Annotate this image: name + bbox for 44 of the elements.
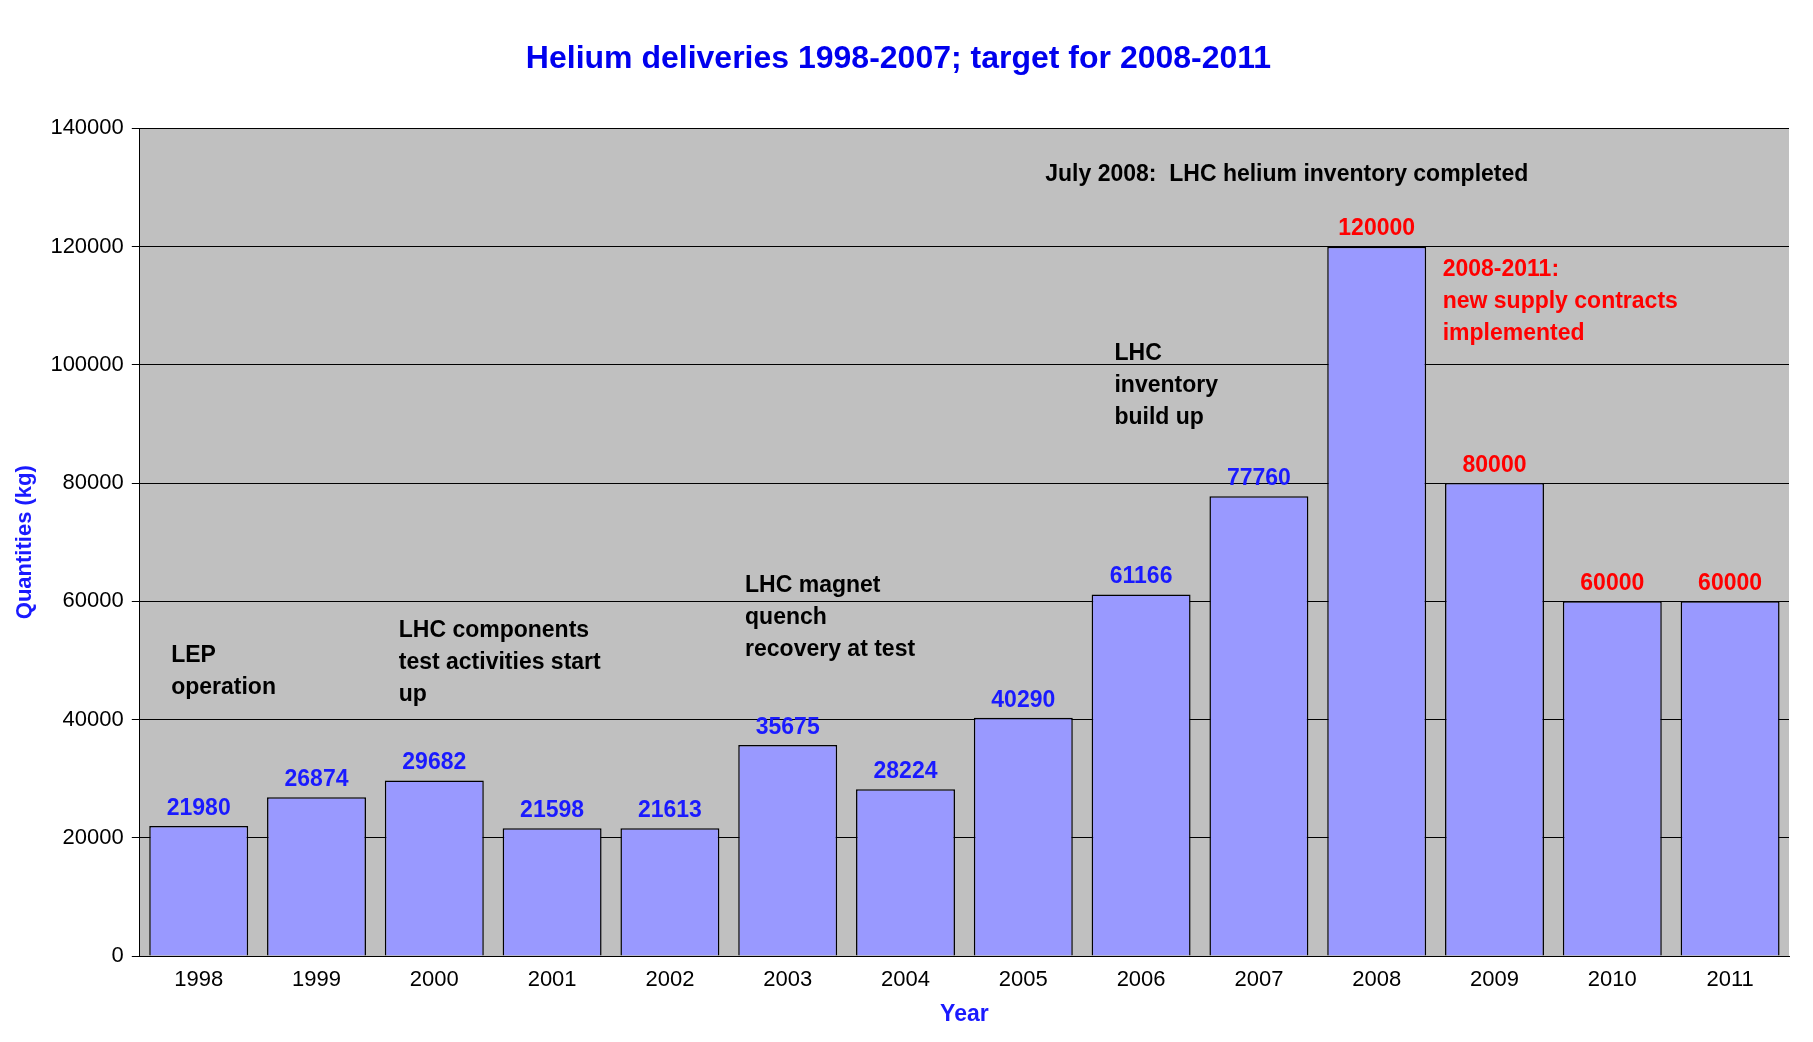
y-tick-label: 0	[111, 942, 124, 968]
y-axis-title: Quantities (kg)	[11, 465, 37, 620]
annotation: LEP operation	[171, 641, 276, 700]
y-tick-label: 20000	[62, 823, 124, 849]
x-tick-label: 1998	[174, 966, 224, 992]
y-tick-label: 80000	[62, 469, 124, 495]
x-tick-label: 2008	[1352, 966, 1402, 992]
x-tick-label: 2000	[409, 966, 459, 992]
x-tick-label: 2007	[1234, 966, 1284, 992]
x-tick-label: 1999	[292, 966, 341, 992]
x-tick-label: 2004	[881, 966, 930, 992]
data-label: 80000	[1462, 450, 1527, 477]
x-tick-label: 2001	[527, 966, 577, 992]
data-label: 60000	[1580, 569, 1645, 596]
x-tick-label: 2011	[1706, 966, 1754, 992]
x-tick-label: 2005	[998, 966, 1048, 992]
y-tick-label: 40000	[62, 705, 124, 731]
data-label: 26874	[284, 764, 349, 791]
x-axis-title: Year	[940, 999, 989, 1026]
data-label: 21598	[520, 796, 585, 823]
x-tick-label: 2002	[645, 966, 695, 992]
annotation: July 2008: LHC helium inventory completed	[1045, 160, 1529, 187]
annotation: 2008-2011: new supply contracts implemented	[1442, 254, 1678, 345]
x-tick-label: 2006	[1116, 966, 1166, 992]
annotation: LHC components test activities start up	[398, 616, 602, 707]
data-label: 40290	[991, 685, 1056, 712]
y-tick-label: 60000	[62, 587, 124, 613]
x-tick-label: 2003	[763, 966, 813, 992]
y-tick-label: 140000	[50, 114, 124, 140]
y-tick-label: 120000	[50, 232, 124, 258]
data-label: 28224	[873, 757, 938, 783]
x-tick-label: 2009	[1470, 966, 1519, 992]
data-label: 21613	[637, 796, 702, 823]
y-tick-label: 100000	[50, 350, 124, 376]
chart-title: Helium deliveries 1998-2007; target for 2008-2011	[525, 39, 1272, 76]
data-label: 60000	[1698, 569, 1763, 596]
data-label: 120000	[1338, 214, 1416, 241]
data-label: 21980	[166, 793, 231, 820]
x-tick-label: 2010	[1587, 966, 1637, 992]
annotation: LHC inventory build up	[1114, 338, 1219, 429]
annotation: LHC magnet quench recovery at test	[745, 570, 916, 661]
data-label: 29682	[402, 748, 467, 775]
data-label: 61166	[1109, 562, 1173, 589]
data-label: 35675	[755, 712, 820, 739]
